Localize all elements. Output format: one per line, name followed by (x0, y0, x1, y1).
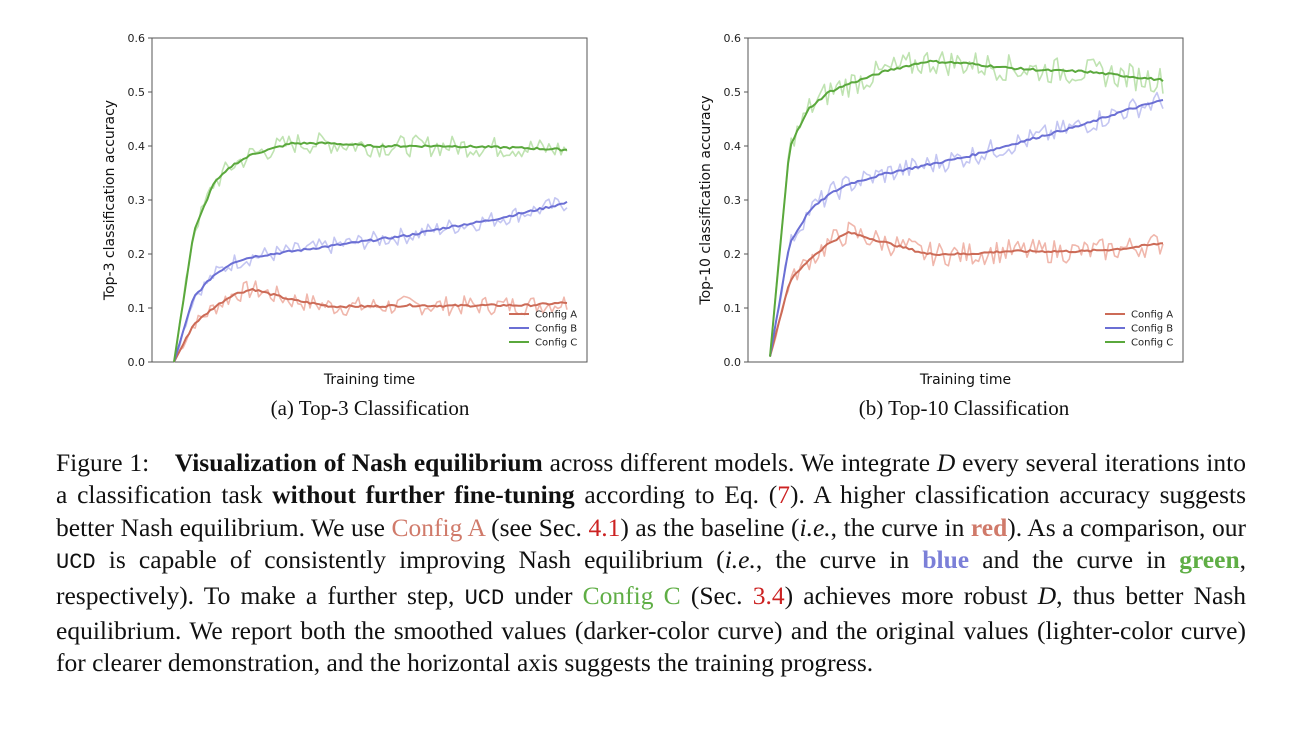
series-line-c (769, 59, 1164, 357)
caption-text: according to Eq. ( (574, 480, 778, 510)
caption-bold-2: without further fine-tuning (272, 480, 575, 510)
y-tick-label: 0.1 (128, 302, 146, 315)
raw-line-b (173, 197, 568, 363)
caption-text: ). As a comparison, our (1007, 512, 1246, 542)
y-tick-label: 0.1 (724, 302, 742, 315)
caption-text: , respectively). To make a further step, (56, 545, 1247, 610)
x-axis-label: Training time (323, 372, 415, 388)
legend-label-b: Config B (1131, 324, 1173, 335)
legend-label-c: Config C (535, 338, 577, 349)
caption-text: , the curve in (830, 512, 971, 542)
caption-text: , thus better Nash equilibrium. We repor… (56, 580, 1247, 678)
y-tick-label: 0.0 (724, 356, 742, 369)
caption-ucd: UCD (464, 585, 505, 611)
subcaption-b: (b) Top-10 Classification (858, 396, 1070, 420)
caption-text: ) achieves more robust (784, 580, 1038, 610)
y-tick-label: 0.3 (724, 194, 742, 207)
raw-line-c (769, 51, 1164, 357)
y-tick-label: 0.5 (724, 86, 742, 99)
caption-text: (see Sec. (484, 512, 589, 542)
caption-ie: i.e. (799, 512, 831, 542)
y-tick-label: 0.4 (724, 140, 742, 153)
legend-label-b: Config B (535, 324, 577, 335)
series-line-b (769, 99, 1164, 357)
config-c-link[interactable]: Config C (582, 580, 681, 610)
raw-line-b (769, 91, 1164, 357)
chart-top3: 0.0 0.1 0.2 0.3 0.4 0.5 0.6 Training time Top-3 … (100, 20, 700, 400)
chart-top10-svg: 0.0 0.1 0.2 0.3 0.4 0.5 0.6 Training time Top-10… (698, 32, 1184, 388)
legend-label-a: Config A (1131, 310, 1173, 321)
raw-line-c (173, 132, 568, 363)
caption-text: (Sec. (680, 580, 753, 610)
series-line-b (173, 200, 568, 363)
legend-label-a: Config A (535, 310, 577, 321)
caption-ie: i.e. (724, 545, 756, 575)
chart-top10: 0.0 0.1 0.2 0.3 0.4 0.5 0.6 Training time Top-10… (696, 20, 1296, 400)
y-tick-label: 0.5 (128, 86, 146, 99)
caption-text: , the curve in (755, 545, 923, 575)
caption-red: red (970, 512, 1008, 542)
eq-ref-link[interactable]: 7 (777, 480, 791, 510)
sec-ref-link[interactable]: 4.1 (588, 512, 621, 542)
y-tick-label: 0.2 (724, 248, 742, 261)
config-a-link[interactable]: Config A (391, 512, 485, 542)
caption-text: is capable of consistently improving Nas… (95, 545, 725, 575)
y-tick-label: 0.4 (128, 140, 146, 153)
y-axis-label: Top-3 classification accuracy (102, 100, 118, 301)
caption-ucd: UCD (56, 550, 96, 576)
series-line-c (173, 141, 568, 363)
sec-ref-link-2[interactable]: 3.4 (752, 580, 785, 610)
series-line-a (769, 231, 1164, 357)
caption-var-d: D (1037, 580, 1057, 610)
caption-text: every several iterations into a classifi… (56, 448, 1246, 510)
caption-text: under (504, 580, 583, 610)
y-tick-label: 0.6 (128, 32, 146, 45)
subcaption-a: (a) Top-3 Classification (270, 396, 470, 420)
caption-green: green (1179, 545, 1240, 575)
raw-line-a (769, 221, 1164, 357)
raw-line-a (173, 280, 568, 363)
y-tick-label: 0.2 (128, 248, 146, 261)
caption-text: and the curve in (969, 545, 1180, 575)
caption-label: Figure 1: (56, 448, 175, 477)
y-tick-label: 0.6 (724, 32, 742, 45)
caption-text: ). A higher classification accuracy sugg… (56, 480, 1247, 542)
caption-var-d: D (936, 448, 956, 477)
y-tick-label: 0.3 (128, 194, 146, 207)
y-tick-label: 0.0 (128, 356, 146, 369)
figure-caption: Figure 1: Visualization of Nash equilibr… (56, 447, 1246, 680)
series-line-a (173, 288, 568, 363)
x-axis-label: Training time (919, 372, 1011, 388)
caption-text: ) as the baseline ( (620, 512, 800, 542)
caption-text: across different models. We integrate (542, 448, 937, 477)
caption-blue: blue (922, 545, 970, 575)
y-axis-label: Top-10 classification accuracy (698, 95, 714, 305)
caption-bold-1: Visualization of Nash equilibrium (174, 448, 543, 477)
chart-top3-svg: 0.0 0.1 0.2 0.3 0.4 0.5 0.6 Training time Top-3 … (102, 32, 588, 388)
legend-label-c: Config C (1131, 338, 1173, 349)
